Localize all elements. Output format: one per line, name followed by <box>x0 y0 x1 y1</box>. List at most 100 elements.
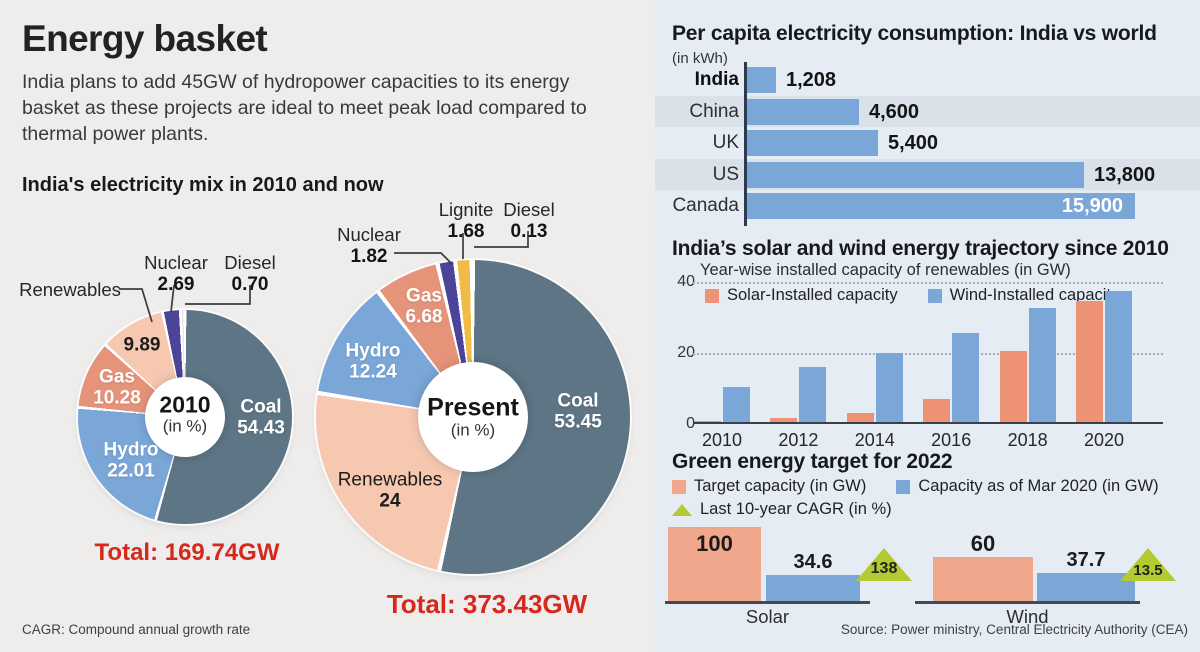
percapita-category-label: UK <box>712 132 739 154</box>
wind-current-bar <box>1037 573 1135 601</box>
wind-bar-2018 <box>1028 308 1056 422</box>
wind-current-value: 37.7 <box>1066 549 1106 571</box>
solar-bar-2010 <box>694 420 721 422</box>
page-title: Energy basket <box>22 18 268 59</box>
solar-bar-2014 <box>846 412 874 422</box>
wind-bar-2016 <box>952 333 980 422</box>
ytick-20: 20 <box>677 344 695 361</box>
trajectory-chart: Solar-Installed capacity Wind-Installed … <box>693 282 1163 450</box>
percapita-category-label: China <box>689 100 739 122</box>
percapita-category-label: Canada <box>672 195 739 217</box>
intro-paragraph: India plans to add 45GW of hydropower ca… <box>22 71 587 145</box>
source-note: Source: Power ministry, Central Electric… <box>840 622 1188 637</box>
percapita-bar-uk <box>746 130 878 157</box>
trajectory-legend: Solar-Installed capacity Wind-Installed … <box>705 286 1119 305</box>
percapita-bar-us <box>746 161 1084 188</box>
pie-present-hydro-label: Hydro 12.24 <box>345 340 401 382</box>
wind-cagr-value: 13.5 <box>1133 562 1163 579</box>
target-legend-swatch <box>672 479 686 494</box>
cagr-legend-triangle-icon <box>672 503 692 516</box>
pie-2010-gas-label: Gas 10.28 <box>93 366 141 408</box>
gridline-20 <box>693 353 1163 355</box>
solar-legend-swatch <box>705 288 719 303</box>
pie-present-coal-label: Coal 53.45 <box>554 390 602 432</box>
pie-present-center-label: Present (in %) <box>427 393 519 440</box>
solar-target-value: 100 <box>696 531 733 556</box>
percapita-row-china: China 4,600 <box>655 95 1200 128</box>
trajectory-xlabel-2014: 2014 <box>854 430 895 450</box>
solar-group-label: Solar <box>745 606 790 627</box>
wind-cagr-triangle <box>1120 548 1176 581</box>
trajectory-xlabel-2020: 2020 <box>1083 430 1125 450</box>
percapita-value-label: 4,600 <box>869 100 920 123</box>
percapita-chart: India 1,208 China 4,600 UK 5,400 US 13,800 Canad… <box>655 64 1200 223</box>
current-legend-label: Capacity as of Mar 2020 (in GW) <box>918 477 1159 495</box>
percapita-unit: (in kWh) <box>672 50 728 67</box>
target-legend-label: Target capacity (in GW) <box>694 477 867 495</box>
percapita-bar-india <box>746 67 776 93</box>
wind-bar-2010 <box>723 386 750 422</box>
solar-legend-label: Solar-Installed capacity <box>727 286 898 304</box>
percapita-category-label: US <box>712 163 739 185</box>
pie-present-gas-label: Gas 6.68 <box>405 285 443 327</box>
solar-bar-2012 <box>770 418 798 422</box>
mix-section-title: India's electricity mix in 2010 and now <box>22 174 384 196</box>
cagr-footnote: CAGR: Compound annual growth rate <box>22 622 251 637</box>
percapita-bar-canada <box>746 193 1135 220</box>
wind-bar-2014 <box>875 352 903 422</box>
trajectory-xlabel-2018: 2018 <box>1007 430 1048 450</box>
wind-bar-2012 <box>799 366 827 422</box>
percapita-bar-china <box>746 98 859 125</box>
solar-bar-2018 <box>999 351 1027 422</box>
pie-2010-diesel-callout: Diesel 0.70 <box>224 252 276 295</box>
green-target-legend-row2: Last 10-year CAGR (in %) <box>672 500 892 519</box>
wind-axis <box>915 601 1140 604</box>
pie-present-lignite-callout: Lignite 1.68 <box>438 199 494 242</box>
solar-current-bar <box>766 575 860 601</box>
percapita-row-canada: Canada 15,900 <box>655 190 1200 222</box>
pie-chart-present-hole <box>418 362 528 472</box>
percapita-category-label: India <box>694 69 739 90</box>
pie-2010-center-label: 2010 (in %) <box>159 391 211 436</box>
percapita-value-label: 13,800 <box>1094 163 1156 186</box>
solar-bar-2016 <box>923 398 951 422</box>
solar-target-bar <box>668 527 761 601</box>
percapita-value-label: 5,400 <box>888 132 939 155</box>
current-legend-swatch <box>896 479 911 494</box>
total-present: Total: 373.43GW <box>386 589 588 619</box>
wind-bar-2020 <box>1105 290 1132 422</box>
trajectory-baseline <box>693 422 1163 424</box>
trajectory-title: India’s solar and wind energy trajectory… <box>672 237 1169 260</box>
pie-2010-coal-label: Coal 54.43 <box>237 396 285 438</box>
gridline-40 <box>693 282 1163 284</box>
wind-group-label: Wind <box>1006 606 1049 627</box>
trajectory-xlabel-2012: 2012 <box>778 430 819 450</box>
percapita-row-us: US 13,800 <box>655 158 1200 191</box>
right-panel: Per capita electricity consumption: Indi… <box>655 0 1200 652</box>
pie-chart-2010-hole <box>145 377 225 457</box>
wind-legend-label: Wind-Installed capacity <box>949 286 1120 304</box>
trajectory-xlabel-2016: 2016 <box>931 430 972 450</box>
solar-bar-2020 <box>1076 301 1103 422</box>
ytick-40: 40 <box>677 273 695 290</box>
percapita-row-india: India 1,208 <box>655 64 1200 96</box>
green-target-legend-row1: Target capacity (in GW) Capacity as of M… <box>672 477 1159 496</box>
solar-axis <box>665 601 870 604</box>
percapita-title: Per capita electricity consumption: Indi… <box>672 22 1157 45</box>
green-target-title: Green energy target for 2022 <box>672 450 953 473</box>
percapita-row-uk: UK 5,400 <box>655 127 1200 159</box>
cagr-legend-label: Last 10-year CAGR (in %) <box>700 500 892 518</box>
solar-cagr-value: 138 <box>870 560 898 577</box>
wind-target-value: 60 <box>970 531 996 556</box>
solar-cagr-triangle <box>856 548 912 581</box>
percapita-value-label: 15,900 <box>1061 195 1123 218</box>
pie-present-nuclear-callout: Nuclear 1.82 <box>337 224 401 267</box>
percapita-value-label: 1,208 <box>786 69 837 91</box>
pie-present-renewables-label: Renewables 24 <box>337 469 443 511</box>
pie-2010-nuclear-callout: Nuclear 2.69 <box>144 252 208 295</box>
trajectory-subtitle: Year-wise installed capacity of renewabl… <box>700 261 1071 279</box>
pie-present-diesel-callout: Diesel 0.13 <box>503 199 555 242</box>
pie-2010-renewables-value: 9.89 <box>123 334 161 356</box>
percapita-axis <box>744 62 747 226</box>
